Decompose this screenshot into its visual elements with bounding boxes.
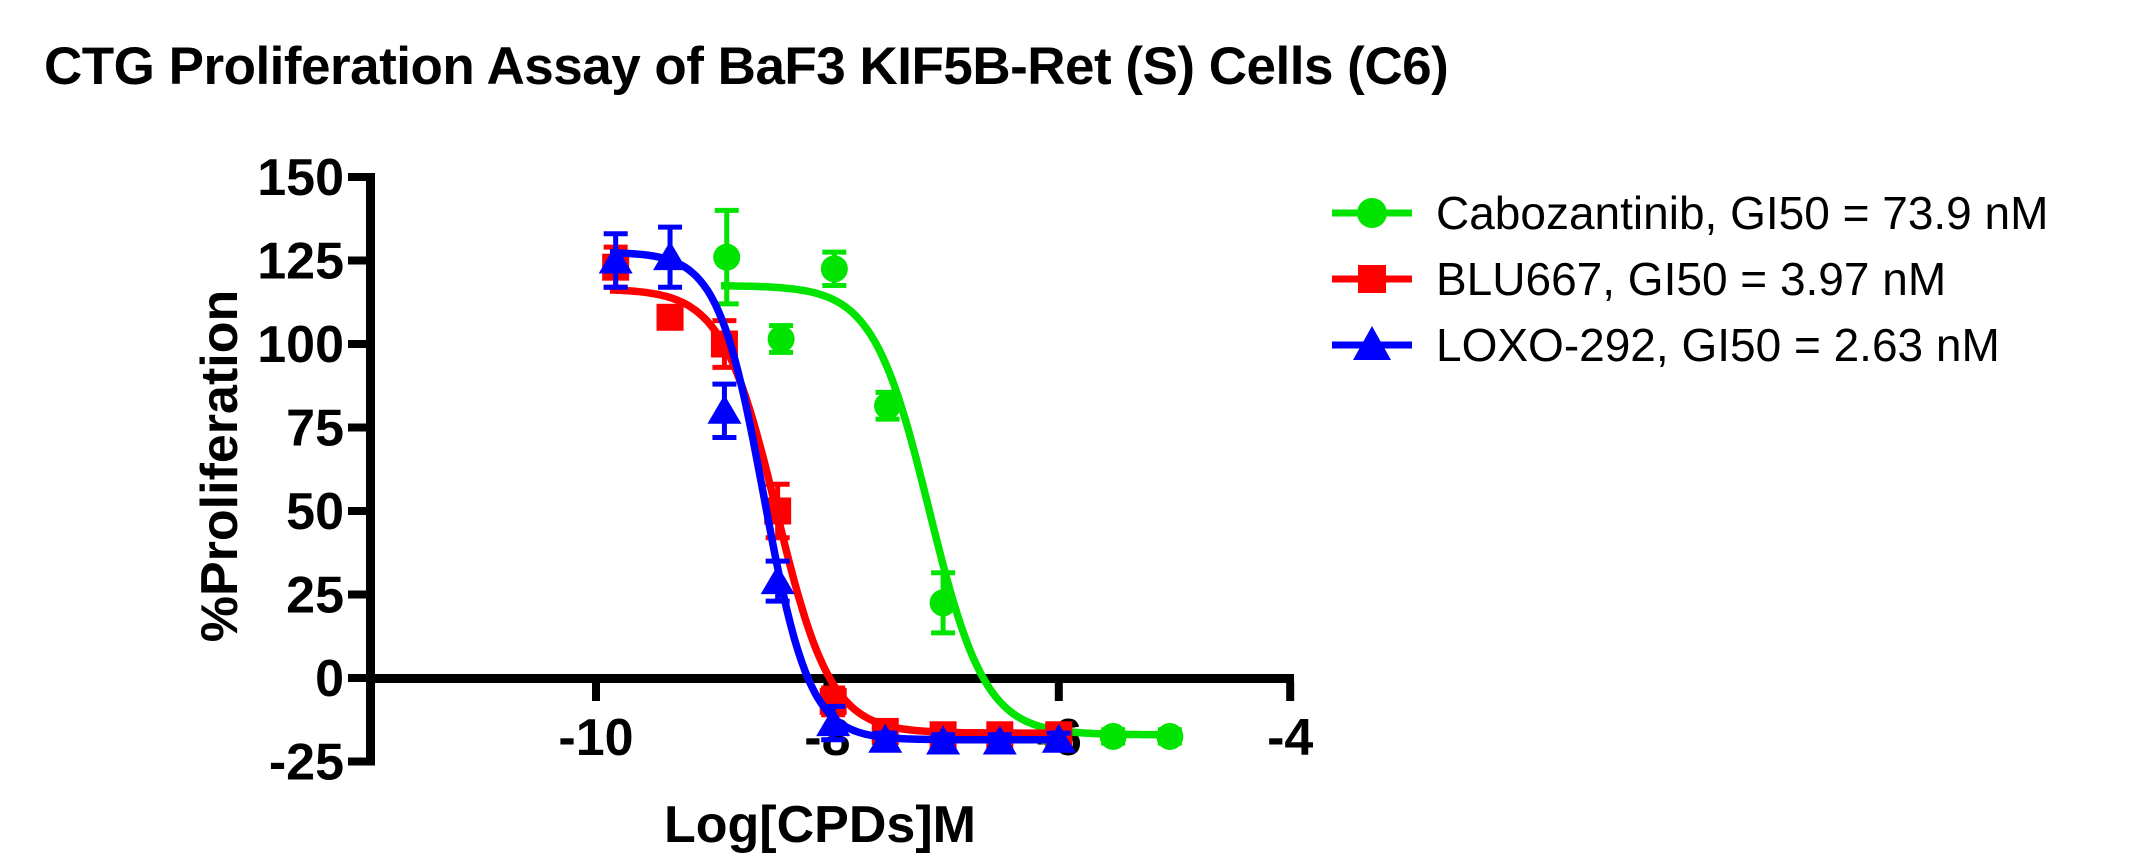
data-point-loxo-292-3 [760, 565, 795, 595]
legend-swatch-shape [1353, 326, 1391, 360]
data-point-loxo-292-0 [598, 244, 633, 274]
x-tick-label: -4 [1267, 709, 1313, 767]
y-tick-label: 125 [257, 233, 344, 291]
legend-label-loxo292: LOXO-292, GI50 = 2.63 nM [1436, 319, 2000, 371]
chart-title: CTG Proliferation Assay of BaF3 KIF5B-Re… [44, 37, 1449, 96]
data-point-loxo-292-7 [982, 725, 1017, 755]
data-point-loxo-292-2 [707, 394, 742, 424]
data-point-loxo-292-5 [868, 723, 903, 753]
data-point-cabozantinib-4 [929, 589, 957, 617]
legend-item-cabozantinib: Cabozantinib, GI50 = 73.9 nM [1332, 180, 2048, 246]
y-tick-label: 100 [257, 316, 344, 374]
legend-label-cabozantinib: Cabozantinib, GI50 = 73.9 nM [1436, 187, 2049, 239]
data-point-cabozantinib-1 [767, 325, 795, 353]
data-point-loxo-292-8 [1041, 723, 1076, 753]
data-point-cabozantinib-2 [820, 255, 848, 283]
data-point-blu667-1 [656, 303, 684, 331]
legend-label-blu667: BLU667, GI50 = 3.97 nM [1436, 253, 1947, 305]
y-tick-label: 150 [257, 149, 344, 207]
data-point-cabozantinib-7 [1156, 722, 1184, 750]
y-tick-label: -25 [269, 734, 344, 792]
data-point-cabozantinib-0 [713, 243, 741, 271]
data-point-loxo-292-6 [926, 725, 961, 755]
data-point-cabozantinib-6 [1099, 722, 1127, 750]
legend-swatch-shape [1357, 198, 1387, 228]
y-tick-label: 75 [286, 400, 344, 458]
data-point-loxo-292-1 [653, 241, 688, 271]
y-tick-label: 0 [315, 650, 344, 708]
legend-marker-blu667 [1332, 265, 1412, 293]
y-tick-label: 50 [286, 483, 344, 541]
chart-legend: Cabozantinib, GI50 = 73.9 nM BLU667, GI5… [1332, 180, 2048, 378]
x-axis-title: Log[CPDs]M [664, 796, 976, 854]
legend-marker-cabozantinib [1332, 198, 1412, 228]
legend-swatch-shape [1358, 265, 1386, 293]
legend-marker-loxo292 [1332, 326, 1412, 360]
data-point-cabozantinib-3 [874, 392, 902, 420]
legend-item-blu667: BLU667, GI50 = 3.97 nM [1332, 246, 2048, 312]
legend-item-loxo292: LOXO-292, GI50 = 2.63 nM [1332, 312, 2048, 378]
data-point-loxo-292-4 [816, 707, 851, 737]
y-axis-title: %Proliferation [191, 290, 249, 643]
x-tick-label: -10 [558, 709, 633, 767]
y-tick-label: 25 [286, 567, 344, 625]
fit-curve-cabozantinib [721, 282, 1173, 739]
fit-curve-blu667 [609, 286, 1062, 737]
